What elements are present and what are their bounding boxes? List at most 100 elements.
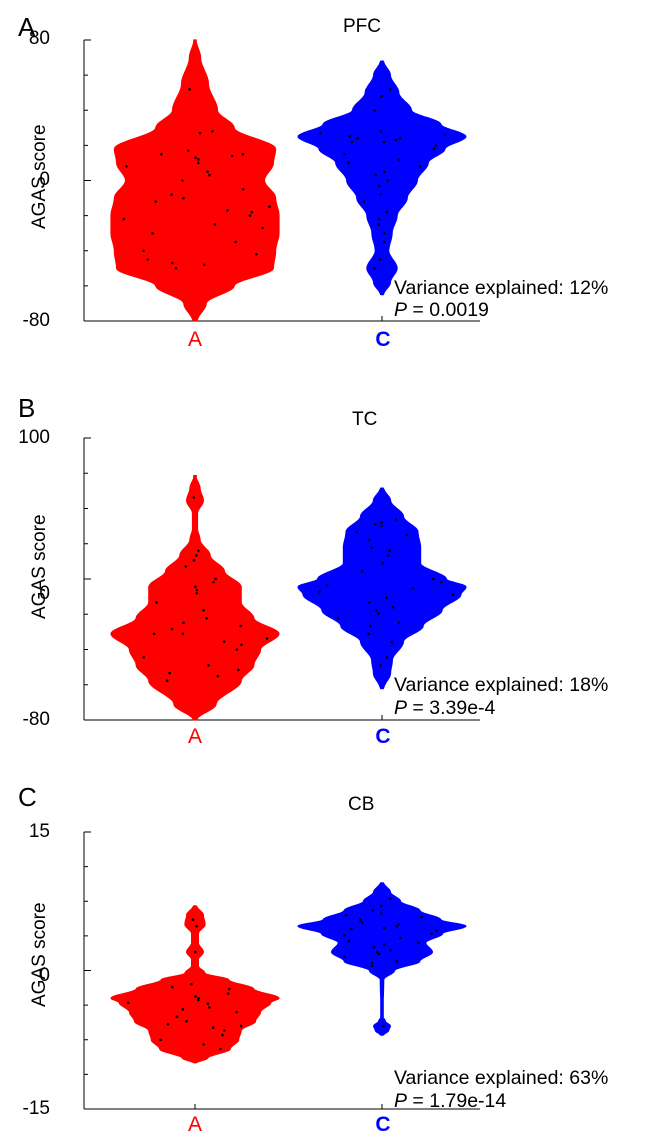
data-point: [443, 133, 447, 137]
violin-a: [110, 475, 280, 721]
data-point: [237, 668, 240, 672]
data-point: [367, 538, 371, 542]
data-point: [373, 522, 377, 526]
data-point: [434, 144, 438, 147]
data-point: [146, 258, 149, 261]
data-point: [369, 624, 372, 628]
data-point: [344, 913, 348, 917]
p-value: = 0.0019: [407, 299, 489, 321]
data-point: [356, 137, 359, 140]
category-label-c: C: [375, 328, 391, 351]
data-point: [379, 904, 383, 908]
violin-a: [110, 39, 280, 322]
data-point: [370, 964, 374, 968]
data-point: [170, 261, 174, 265]
category-label-a: A: [187, 328, 202, 351]
data-point: [188, 87, 191, 91]
data-point: [202, 609, 205, 612]
data-point: [379, 193, 382, 196]
data-point: [451, 593, 455, 596]
violin-c: [297, 487, 467, 690]
data-point: [182, 621, 185, 625]
data-point: [318, 590, 321, 593]
variance-explained-text: Variance explained: 18%: [394, 674, 609, 696]
data-point: [390, 640, 394, 643]
data-point: [377, 217, 381, 221]
data-point: [175, 1015, 179, 1018]
data-point: [388, 87, 392, 91]
data-point: [170, 627, 174, 631]
data-point: [385, 656, 389, 659]
data-point: [211, 1026, 215, 1029]
data-point: [234, 240, 237, 244]
data-point: [261, 226, 264, 230]
data-point: [399, 936, 402, 940]
data-point: [350, 927, 353, 931]
data-point: [386, 554, 390, 557]
data-point: [241, 188, 245, 191]
data-point: [385, 210, 389, 214]
y-tick-label-bottom: -80: [22, 709, 50, 730]
data-point: [122, 217, 126, 221]
data-point: [373, 109, 377, 112]
data-point: [376, 950, 379, 954]
data-point: [165, 679, 169, 683]
variance-explained-text: Variance explained: 63%: [394, 1067, 609, 1089]
data-point: [206, 170, 209, 173]
data-point: [435, 929, 438, 933]
data-point: [405, 533, 409, 537]
data-point: [374, 173, 378, 177]
y-tick-label-mid: 0: [39, 169, 50, 190]
data-point: [241, 152, 245, 156]
data-point: [240, 643, 243, 647]
data-point: [347, 161, 350, 165]
data-point: [211, 130, 214, 133]
data-point: [411, 587, 415, 590]
data-point: [440, 580, 443, 584]
category-label-a: A: [187, 1113, 202, 1136]
data-point: [343, 955, 346, 958]
data-point: [395, 960, 398, 963]
p-symbol: P: [394, 1090, 408, 1112]
data-point: [174, 267, 178, 270]
data-point: [420, 915, 423, 919]
violin-plot: [83, 39, 480, 322]
panel-b: B TC AGAS score 100 0 -80 A C Variance e…: [0, 385, 657, 748]
data-point: [194, 585, 197, 589]
category-label-c: C: [375, 1113, 391, 1136]
data-point: [213, 223, 217, 226]
data-point: [378, 258, 382, 261]
y-tick-label-mid: 0: [39, 583, 50, 604]
category-label-c: C: [375, 725, 391, 748]
data-point: [383, 943, 386, 946]
data-point: [170, 985, 174, 989]
data-point: [372, 946, 376, 949]
data-point: [205, 616, 208, 620]
data-point: [432, 147, 436, 151]
data-point: [325, 584, 329, 587]
data-point: [388, 549, 391, 553]
data-point: [206, 1002, 210, 1005]
data-point: [361, 569, 364, 573]
panel-letter: C: [18, 782, 37, 812]
data-point: [235, 648, 239, 651]
data-point: [230, 154, 234, 158]
data-point: [151, 231, 154, 235]
data-point: [358, 918, 362, 921]
data-point: [194, 554, 198, 557]
data-point: [203, 263, 206, 267]
data-point: [187, 149, 190, 152]
data-point: [222, 640, 226, 643]
data-point: [417, 941, 421, 945]
category-label-a: A: [187, 725, 202, 748]
data-point: [195, 924, 198, 928]
data-point: [155, 601, 158, 604]
data-point: [370, 546, 374, 549]
y-tick-label-mid: 0: [39, 965, 50, 986]
data-point: [152, 632, 156, 636]
data-point: [430, 932, 433, 935]
data-point: [343, 152, 347, 156]
data-point: [397, 923, 401, 926]
data-point: [382, 926, 386, 930]
violin-plot: [83, 831, 480, 1110]
